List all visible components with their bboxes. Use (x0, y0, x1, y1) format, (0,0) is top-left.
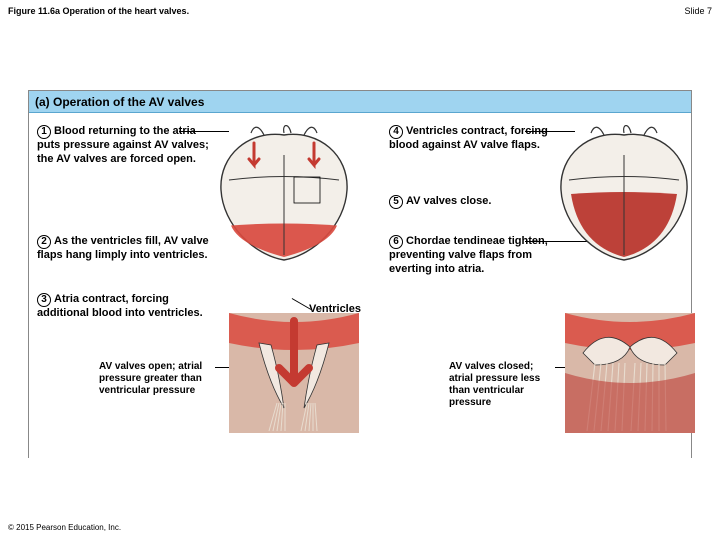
step-5-num: 5 (389, 195, 403, 209)
step-3-text: Atria contract, forcing additional blood… (37, 293, 203, 319)
step-5: 5AV valves close. (389, 195, 549, 209)
step-4-text: Ventricles contract, forcing blood again… (389, 125, 548, 151)
valve-open-diagram (229, 313, 359, 433)
step-3: 3Atria contract, forcing additional bloo… (37, 293, 209, 321)
panel-header: (a) Operation of the AV valves (29, 91, 691, 113)
step-4: 4Ventricles contract, forcing blood agai… (389, 125, 549, 153)
panel-header-text: (a) Operation of the AV valves (35, 95, 204, 109)
heart-right-diagram (549, 125, 699, 265)
copyright: © 2015 Pearson Education, Inc. (8, 523, 121, 532)
step-4-num: 4 (389, 125, 403, 139)
heart-left-diagram (209, 125, 359, 265)
panel-body: 1Blood returning to the atria puts press… (29, 113, 691, 459)
step-2-text: As the ventricles fill, AV valve flaps h… (37, 235, 209, 261)
figure-title: Figure 11.6a Operation of the heart valv… (8, 6, 189, 16)
step-6-num: 6 (389, 235, 403, 249)
step-1-num: 1 (37, 125, 51, 139)
slide-number: Slide 7 (684, 6, 712, 16)
step-3-num: 3 (37, 293, 51, 307)
step-5-text: AV valves close. (406, 195, 491, 207)
step-2: 2As the ventricles fill, AV valve flaps … (37, 235, 209, 263)
caption-open: AV valves open; atrial pressure greater … (99, 361, 219, 397)
step-6-text: Chordae tendineae tighten, preventing va… (389, 235, 548, 275)
panel-av-valves: (a) Operation of the AV valves 1Blood re… (28, 90, 692, 458)
valve-closed-diagram (565, 313, 695, 433)
step-2-num: 2 (37, 235, 51, 249)
caption-closed: AV valves closed; atrial pressure less t… (449, 361, 559, 409)
